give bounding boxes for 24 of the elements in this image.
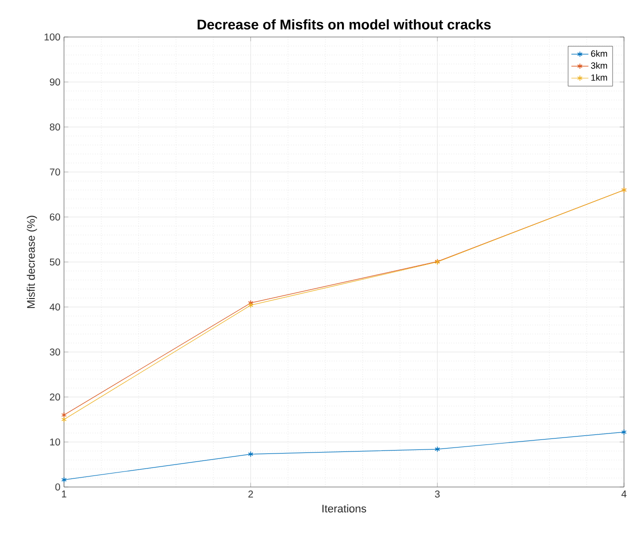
y-tick-label: 60 (50, 213, 60, 221)
y-tick-label: 40 (50, 303, 60, 311)
y-tick-label: 0 (55, 483, 60, 491)
y-tick-label: 90 (50, 78, 60, 86)
y-tick-label: 20 (50, 393, 60, 401)
point (248, 451, 254, 458)
y-tick-label: 70 (50, 168, 60, 176)
chart-title: Decrease of Misfits on model without cracks (198, 19, 491, 30)
legend-label: 6km (591, 50, 608, 57)
y-tick-label: 100 (44, 33, 60, 41)
y-tick-label: 80 (50, 123, 60, 131)
y-axis-title: Misfit decrease (%) (26, 216, 38, 308)
y-tick-label: 10 (50, 438, 60, 446)
y-tick-label: 30 (50, 348, 60, 356)
x-tick-label: 1 (62, 490, 66, 498)
legend-label: 3km (591, 62, 608, 69)
x-tick-label: 4 (621, 490, 626, 498)
x-tick-label: 3 (434, 490, 440, 498)
point (434, 446, 440, 452)
x-axis-title: Iterations (322, 504, 366, 512)
x-tick-label: 2 (248, 490, 253, 498)
legend-label: 1km (591, 74, 608, 81)
point (248, 302, 254, 308)
y-tick-label: 50 (50, 258, 60, 266)
